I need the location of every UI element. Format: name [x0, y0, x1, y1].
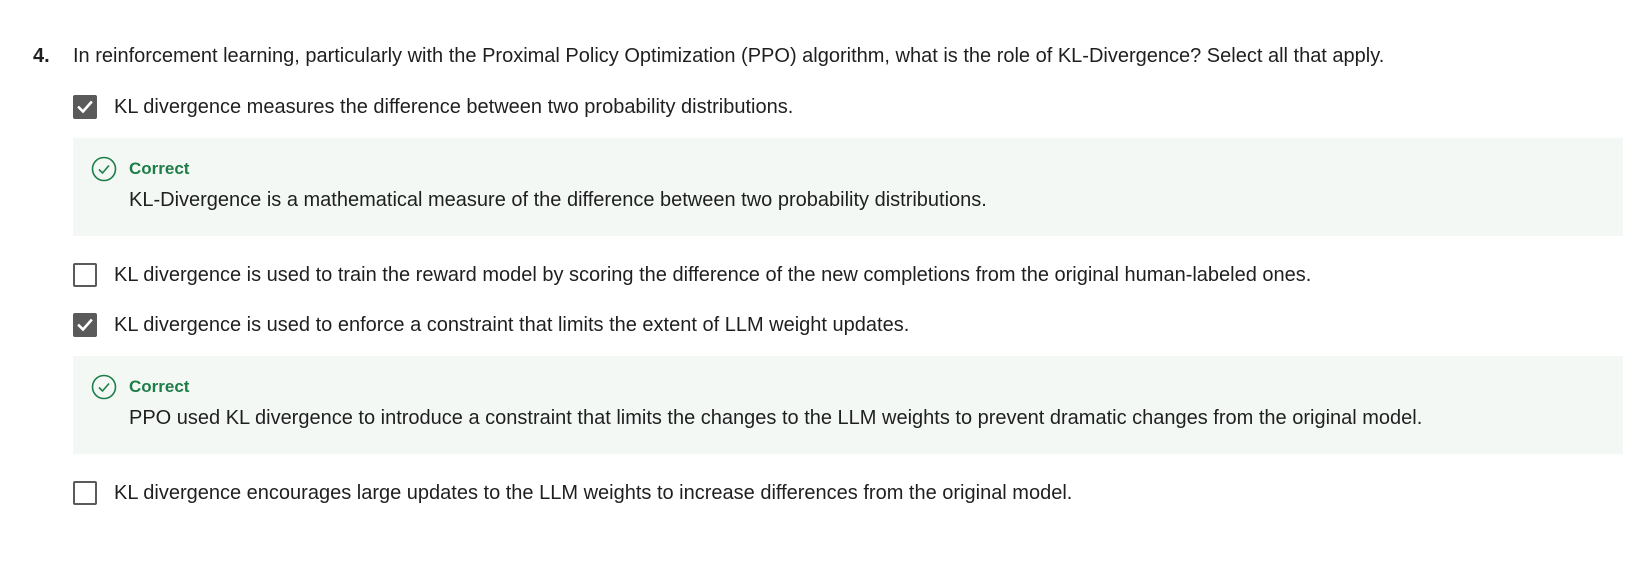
- question-number: 4.: [33, 45, 50, 67]
- option-1-checkbox[interactable]: [73, 95, 97, 119]
- option-4[interactable]: KL divergence encourages large updates t…: [73, 478, 1623, 508]
- option-2[interactable]: KL divergence is used to train the rewar…: [73, 260, 1623, 290]
- question-text: In reinforcement learning, particularly …: [73, 45, 1385, 67]
- option-1-feedback: Correct KL-Divergence is a mathematical …: [73, 138, 1623, 236]
- options-list: KL divergence measures the difference be…: [73, 92, 1623, 508]
- option-3[interactable]: KL divergence is used to enforce a const…: [73, 310, 1623, 340]
- check-circle-icon: [91, 374, 117, 400]
- feedback-header: Correct: [91, 156, 1623, 182]
- option-3-feedback: Correct PPO used KL divergence to introd…: [73, 356, 1623, 454]
- feedback-header: Correct: [91, 374, 1623, 400]
- option-1[interactable]: KL divergence measures the difference be…: [73, 92, 1623, 122]
- feedback-text: PPO used KL divergence to introduce a co…: [129, 407, 1423, 429]
- option-4-label: KL divergence encourages large updates t…: [114, 482, 1073, 504]
- option-4-checkbox[interactable]: [73, 481, 97, 505]
- option-2-label: KL divergence is used to train the rewar…: [114, 264, 1312, 286]
- checkmark-icon: [77, 318, 93, 332]
- feedback-status: Correct: [129, 377, 190, 396]
- option-3-label: KL divergence is used to enforce a const…: [114, 314, 910, 336]
- feedback-status: Correct: [129, 159, 190, 178]
- option-2-checkbox[interactable]: [73, 263, 97, 287]
- checkmark-icon: [77, 100, 93, 114]
- feedback-text: KL-Divergence is a mathematical measure …: [129, 189, 987, 211]
- check-circle-icon: [91, 156, 117, 182]
- question-header: 4. In reinforcement learning, particular…: [33, 42, 1644, 70]
- quiz-question: 4. In reinforcement learning, particular…: [33, 42, 1644, 508]
- option-3-checkbox[interactable]: [73, 313, 97, 337]
- option-1-label: KL divergence measures the difference be…: [114, 96, 794, 118]
